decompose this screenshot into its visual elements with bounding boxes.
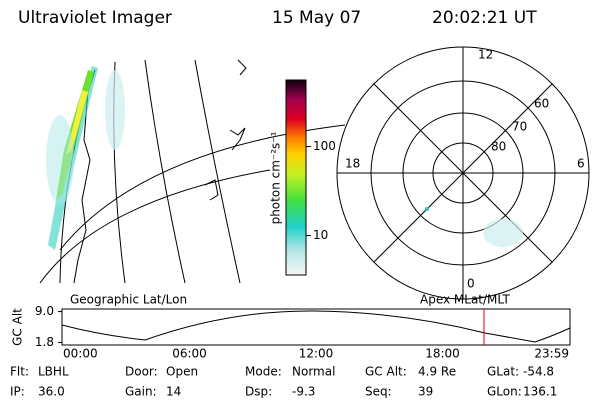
colorbar-label: photon cm⁻²s⁻¹	[269, 131, 283, 224]
info-label: Door:	[125, 365, 158, 379]
colorbar-tick-label: 100	[313, 139, 336, 153]
timeline-box	[61, 308, 571, 346]
info-label: Flt:	[10, 365, 29, 379]
info-value: -54.8	[523, 365, 554, 379]
info-label: GC Alt:	[365, 365, 407, 379]
x-tick-label: 18:00	[425, 347, 460, 361]
y-tick-label: 1.8	[35, 335, 54, 349]
mlt-label: 18	[345, 157, 360, 171]
colorbar-tick-label: 10	[313, 228, 328, 242]
y-tick-label: 9.0	[35, 304, 54, 318]
info-value: 4.9 Re	[418, 365, 456, 379]
info-label: Gain:	[125, 385, 157, 399]
mlt-label: 12	[478, 48, 493, 62]
mlt-label: 6	[577, 157, 585, 171]
x-tick-label: 12:00	[299, 347, 334, 361]
info-value: Open	[166, 365, 198, 379]
x-tick-label: 06:00	[172, 347, 207, 361]
colorbar	[285, 79, 307, 276]
polar-plot	[336, 46, 590, 300]
info-label: GLon:	[487, 385, 522, 399]
mlt-label: 0	[467, 277, 475, 291]
info-label: Seq:	[365, 385, 392, 399]
info-value: 36.0	[38, 385, 65, 399]
info-value: LBHL	[38, 365, 69, 379]
title: Ultraviolet Imager	[18, 8, 172, 28]
x-tick-label: 23:59	[534, 347, 569, 361]
info-value: 14	[166, 385, 181, 399]
lat-label: 70	[512, 120, 527, 134]
geo-map	[39, 59, 346, 284]
panel-label: Geographic Lat/Lon	[70, 293, 187, 307]
altitude-curve	[61, 310, 571, 343]
x-tick-label: 00:00	[63, 347, 98, 361]
time: 20:02:21 UT	[432, 8, 537, 28]
info-label: Mode:	[245, 365, 282, 379]
info-value: 136.1	[523, 385, 557, 399]
info-value: -9.3	[292, 385, 315, 399]
info-label: GLat:	[487, 365, 519, 379]
info-label: IP:	[10, 385, 25, 399]
info-value: 39	[418, 385, 433, 399]
panel-label: Apex MLat/MLT	[420, 293, 510, 307]
lat-label: 80	[491, 140, 506, 154]
timeline-ylabel: GC Alt	[11, 308, 25, 346]
info-label: Dsp:	[245, 385, 272, 399]
lat-label: 60	[534, 97, 549, 111]
info-value: Normal	[292, 365, 335, 379]
date: 15 May 07	[272, 8, 361, 28]
